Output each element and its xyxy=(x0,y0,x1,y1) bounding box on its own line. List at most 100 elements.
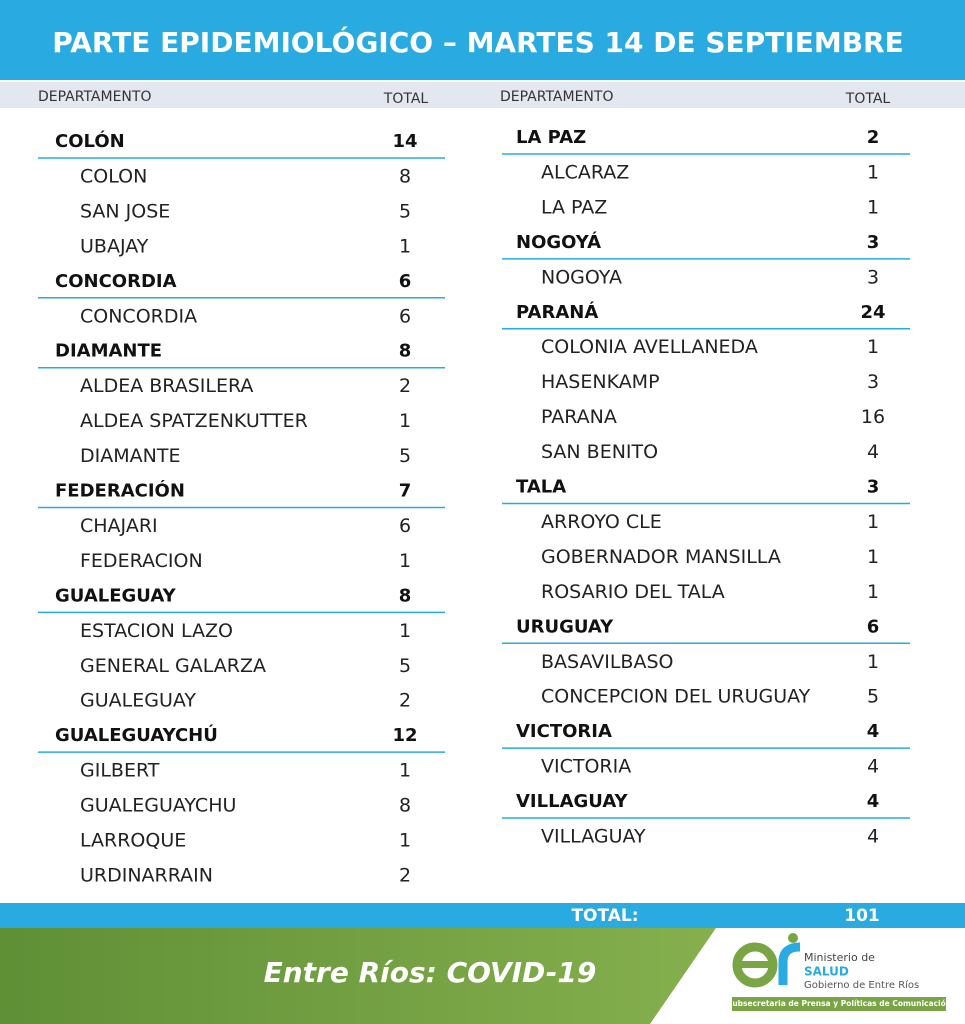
locality-name: NOGOYA xyxy=(541,266,622,288)
department-total: 4 xyxy=(867,791,880,812)
locality-name: SAN JOSE xyxy=(80,200,170,222)
logo-banner-text: Subsecretaria de Prensa y Políticas de C… xyxy=(727,999,951,1008)
locality-total: 2 xyxy=(399,375,411,397)
locality-total: 1 xyxy=(867,581,879,603)
locality-total: 1 xyxy=(399,620,411,642)
heading-bar xyxy=(0,82,965,108)
locality-total: 5 xyxy=(399,200,411,222)
locality-total: 5 xyxy=(867,686,879,708)
department-name: LA PAZ xyxy=(516,127,586,148)
department-name: FEDERACIÓN xyxy=(55,480,185,502)
locality-name: VICTORIA xyxy=(541,756,631,778)
locality-total: 2 xyxy=(399,864,411,886)
locality-total: 1 xyxy=(399,235,411,257)
logo-line: Gobierno de Entre Ríos xyxy=(804,979,919,991)
title-bar xyxy=(0,0,965,80)
locality-name: LA PAZ xyxy=(541,196,607,218)
locality-total: 4 xyxy=(867,441,879,463)
locality-total: 8 xyxy=(399,165,411,187)
locality-name: CHAJARI xyxy=(80,515,158,537)
department-name: VICTORIA xyxy=(516,721,612,742)
locality-total: 1 xyxy=(867,651,879,673)
department-total: 4 xyxy=(867,721,880,742)
locality-name: DIAMANTE xyxy=(80,445,180,467)
department-total: 6 xyxy=(867,616,880,637)
department-name: VILLAGUAY xyxy=(516,791,629,812)
locality-name: ROSARIO DEL TALA xyxy=(541,581,725,603)
locality-total: 1 xyxy=(399,550,411,572)
locality-name: ALCARAZ xyxy=(541,161,629,183)
department-name: TALA xyxy=(516,477,566,498)
department-name: DIAMANTE xyxy=(55,341,162,362)
locality-total: 16 xyxy=(861,406,885,428)
logo-banner xyxy=(732,997,946,1011)
locality-name: PARANA xyxy=(541,406,617,428)
locality-total: 3 xyxy=(867,371,879,393)
column-heading: DEPARTAMENTO xyxy=(38,89,151,105)
locality-name: BASAVILBASO xyxy=(541,651,673,673)
department-name: GUALEGUAYCHÚ xyxy=(55,724,218,746)
department-name: URUGUAY xyxy=(516,616,614,637)
locality-name: SAN BENITO xyxy=(541,441,658,463)
locality-total: 1 xyxy=(867,196,879,218)
locality-total: 6 xyxy=(399,305,411,327)
logo-line: SALUD xyxy=(804,965,849,979)
locality-total: 5 xyxy=(399,445,411,467)
department-total: 7 xyxy=(399,481,412,502)
department-name: PARANÁ xyxy=(516,301,598,323)
locality-total: 1 xyxy=(399,830,411,852)
department-total: 24 xyxy=(860,302,885,323)
locality-name: GUALEGUAY xyxy=(80,690,196,712)
locality-name: GOBERNADOR MANSILLA xyxy=(541,546,781,568)
locality-total: 1 xyxy=(867,336,879,358)
locality-name: FEDERACION xyxy=(80,550,203,572)
department-total: 8 xyxy=(399,585,412,606)
locality-total: 8 xyxy=(399,795,411,817)
locality-total: 4 xyxy=(867,756,879,778)
locality-name: ALDEA BRASILERA xyxy=(80,375,253,397)
locality-name: VILLAGUAY xyxy=(541,826,646,848)
column-heading: DEPARTAMENTO xyxy=(500,89,613,105)
locality-name: HASENKAMP xyxy=(541,371,660,393)
locality-name: ESTACION LAZO xyxy=(80,620,233,642)
total-bar xyxy=(0,903,965,928)
locality-total: 1 xyxy=(867,511,879,533)
locality-total: 5 xyxy=(399,655,411,677)
department-total: 2 xyxy=(867,127,880,148)
grand-total: 101 xyxy=(844,906,880,926)
locality-total: 1 xyxy=(399,410,411,432)
logo-line: Ministerio de xyxy=(804,951,875,964)
locality-total: 6 xyxy=(399,515,411,537)
locality-total: 3 xyxy=(867,266,879,288)
department-name: GUALEGUAY xyxy=(55,585,177,606)
footer-band xyxy=(0,928,716,1024)
locality-name: ARROYO CLE xyxy=(541,511,662,533)
locality-total: 4 xyxy=(867,826,879,848)
locality-total: 1 xyxy=(399,760,411,782)
locality-total: 2 xyxy=(399,690,411,712)
department-total: 12 xyxy=(392,725,417,746)
locality-name: GENERAL GALARZA xyxy=(80,655,266,677)
department-total: 6 xyxy=(399,271,412,292)
locality-name: LARROQUE xyxy=(80,830,186,852)
locality-name: GUALEGUAYCHU xyxy=(80,795,236,817)
department-name: CONCORDIA xyxy=(55,271,177,292)
locality-name: ALDEA SPATZENKUTTER xyxy=(80,410,308,432)
grand-total-label: TOTAL: xyxy=(571,906,638,926)
department-total: 8 xyxy=(399,341,412,362)
department-total: 3 xyxy=(867,232,880,253)
locality-total: 1 xyxy=(867,546,879,568)
locality-name: URDINARRAIN xyxy=(80,864,213,886)
department-name: NOGOYÁ xyxy=(516,231,601,253)
locality-name: CONCEPCION DEL URUGUAY xyxy=(541,686,811,708)
locality-name: CONCORDIA xyxy=(80,305,197,327)
locality-total: 1 xyxy=(867,161,879,183)
locality-name: COLONIA AVELLANEDA xyxy=(541,336,758,358)
locality-name: COLON xyxy=(80,165,147,187)
department-total: 3 xyxy=(867,477,880,498)
locality-name: GILBERT xyxy=(80,760,160,782)
department-name: COLÓN xyxy=(55,130,125,152)
column-heading: TOTAL xyxy=(845,91,891,107)
logo xyxy=(732,933,801,988)
